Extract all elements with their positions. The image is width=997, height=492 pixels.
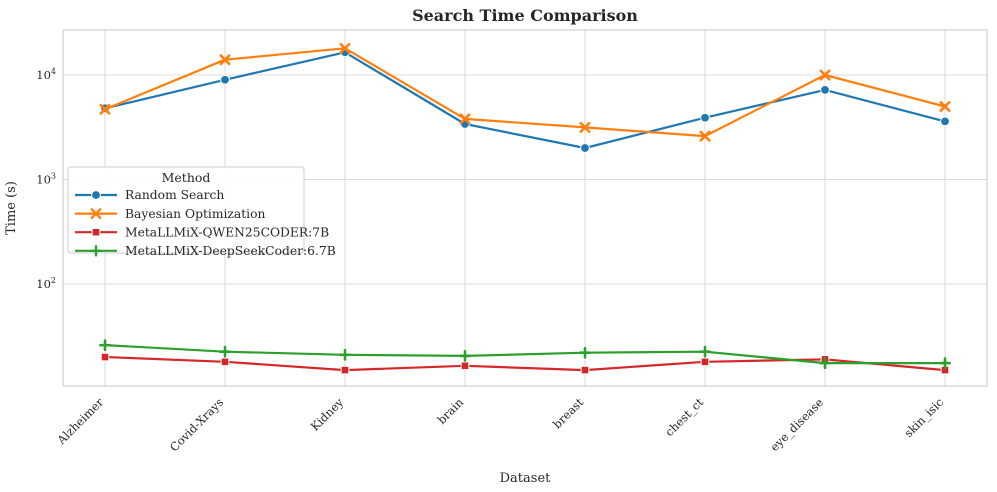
x-tick-label: Kidney	[308, 395, 347, 434]
data-point	[819, 69, 831, 81]
y-tick-label: 102	[36, 276, 56, 291]
legend: Method Random Search Bayesian Optimization…	[67, 166, 336, 258]
data-point	[700, 112, 710, 123]
data-point	[459, 350, 471, 362]
series-line	[104, 47, 946, 138]
legend-item-label: MetaLLMiX-QWEN25CODER:7B	[125, 225, 329, 239]
legend-title: Method	[162, 170, 211, 185]
series-line	[104, 51, 946, 150]
legend-item-label: MetaLLMiX-DeepSeekCoder:6.7B	[125, 244, 336, 258]
legend-box	[67, 166, 305, 254]
data-point	[219, 54, 231, 66]
x-tick-label: Alzheimer	[54, 395, 107, 448]
data-point	[940, 116, 950, 127]
data-point	[99, 339, 111, 352]
x-tick-label: Covid-Xrays	[167, 395, 226, 454]
data-point	[90, 208, 102, 219]
data-point	[939, 357, 951, 370]
data-point	[939, 100, 951, 112]
data-point	[339, 348, 351, 361]
chart-title: Search Time Comparison	[412, 6, 638, 25]
data-point	[91, 227, 101, 237]
x-tick-label: chest_ct	[662, 395, 706, 439]
series-line	[104, 344, 945, 365]
y-tick-label: 104	[36, 67, 56, 82]
legend-item-label: Random Search	[125, 188, 224, 202]
data-point	[580, 365, 590, 375]
series-bayesian-optimization	[99, 42, 951, 142]
data-point	[580, 143, 590, 153]
series-line	[104, 355, 946, 372]
data-point	[100, 352, 110, 362]
x-tick-label: breast	[550, 395, 586, 431]
x-tick-label: skin_isic	[901, 395, 946, 440]
x-tick-label: eye_disease	[767, 395, 826, 454]
data-point	[339, 42, 351, 54]
grid-layer	[62, 29, 988, 387]
data-point	[220, 74, 230, 85]
plot-area	[99, 42, 951, 375]
axis-ticks: 102 103 104 Alzheimer Covid-Xrays Kidney brain…	[36, 67, 946, 454]
data-point	[90, 245, 102, 257]
data-point	[459, 113, 471, 125]
series-metallmix-deepseekcoder-6-7b	[99, 339, 951, 370]
data-point	[91, 190, 101, 200]
x-tick-label: brain	[434, 395, 466, 427]
legend-item-label: Bayesian Optimization	[125, 207, 266, 221]
x-axis-label: Dataset	[500, 471, 552, 486]
data-point	[579, 346, 591, 359]
plot-border	[62, 29, 988, 387]
data-point	[340, 365, 350, 375]
data-point	[699, 345, 711, 358]
data-point	[219, 345, 231, 358]
data-point	[220, 357, 230, 367]
data-point	[700, 357, 710, 367]
data-point	[699, 130, 711, 142]
data-point	[819, 357, 831, 370]
data-point	[460, 361, 470, 371]
y-tick-label: 103	[36, 172, 56, 187]
y-axis-label: Time (s)	[4, 181, 19, 235]
data-point	[820, 85, 830, 95]
data-point	[99, 103, 111, 115]
data-point	[579, 121, 591, 133]
